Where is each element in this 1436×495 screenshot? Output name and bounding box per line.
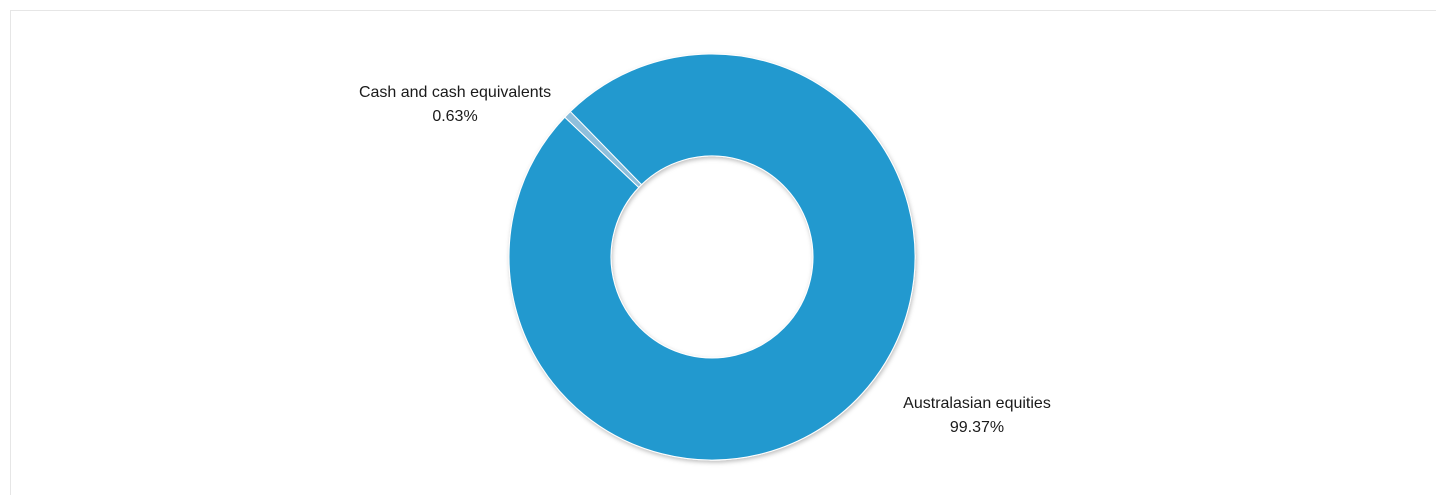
slice-value-label: 0.63%	[432, 108, 477, 125]
donut-slice-australasian-equities	[508, 53, 916, 461]
slice-category-label: Australasian equities	[903, 395, 1051, 412]
slice-value-label: 99.37%	[950, 419, 1004, 436]
chart-frame	[10, 10, 1436, 495]
donut-slices	[508, 53, 916, 461]
slice-labels: Cash and cash equivalents 0.63% Australasi…	[359, 84, 1051, 436]
slice-category-label: Cash and cash equivalents	[359, 84, 551, 101]
